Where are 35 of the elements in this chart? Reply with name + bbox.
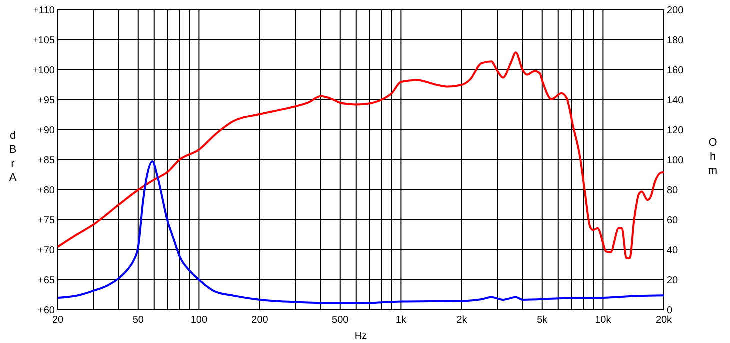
y-tick-label: +95: [38, 96, 56, 106]
y-tick-label: +70: [38, 246, 56, 256]
x-tick-label: 1k: [396, 315, 408, 326]
y-tick-label: +60: [38, 306, 56, 316]
y2-tick-label: 140: [667, 96, 684, 106]
x-tick-label: 10k: [595, 315, 612, 326]
x-tick-label: 20: [52, 315, 64, 326]
x-tick-label: 200: [252, 315, 269, 326]
y2-axis-title: Ohm: [708, 137, 718, 177]
y2-tick-label: 160: [667, 66, 684, 76]
y2-tick-label: 120: [667, 126, 684, 136]
y2-tick-label: 100: [667, 156, 684, 166]
y-tick-label: +65: [38, 276, 56, 286]
y2-tick-label: 0: [667, 306, 673, 316]
x-tick-label: 5k: [537, 315, 549, 326]
x-axis-title: Hz: [354, 331, 368, 342]
y2-tick-label: 200: [667, 6, 684, 16]
y2-tick-label: 60: [667, 216, 679, 226]
y2-tick-label: 80: [667, 186, 679, 196]
x-tick-label: 500: [332, 315, 350, 326]
y-tick-label: +105: [32, 36, 56, 46]
x-tick-label: 50: [132, 315, 144, 326]
y2-tick-label: 40: [667, 246, 679, 256]
y2-tick-label: 20: [667, 276, 679, 286]
y-tick-label: +80: [38, 186, 56, 196]
x-tick-label: 100: [190, 315, 208, 326]
y-tick-label: +85: [38, 156, 56, 166]
x-tick-label: 2k: [456, 315, 468, 326]
y-axis-title: dBrA: [9, 130, 18, 184]
y-tick-label: +90: [38, 126, 56, 136]
x-tick-label: 20k: [656, 315, 674, 326]
y-tick-label: +100: [32, 66, 56, 76]
y-tick-label: +75: [38, 216, 56, 226]
y-tick-label: +110: [33, 6, 56, 16]
y2-tick-label: 180: [667, 36, 684, 46]
